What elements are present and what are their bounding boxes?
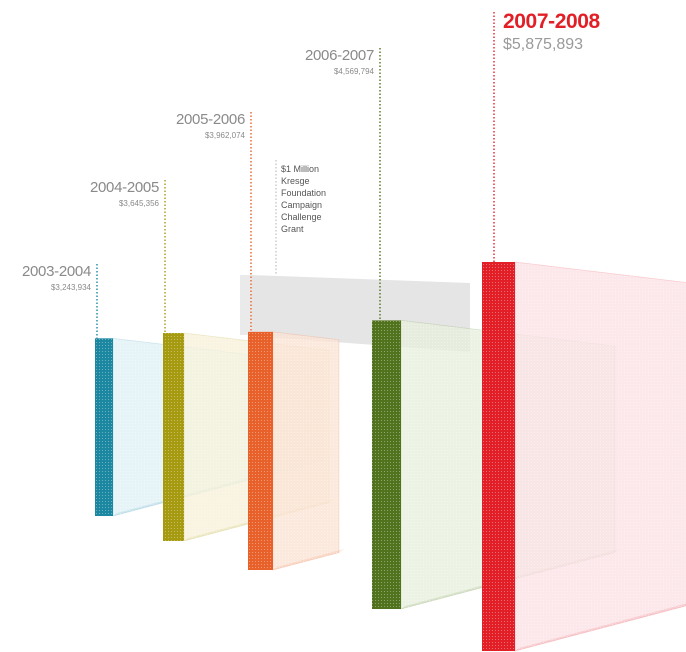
year-label: 2003-2004 bbox=[22, 263, 91, 280]
grant-note-line: Grant bbox=[281, 224, 304, 234]
amount-label: $5,875,893 bbox=[503, 36, 583, 53]
bar-texture-2003-2004 bbox=[95, 338, 113, 516]
bar-side-texture-2007-2008 bbox=[515, 262, 686, 651]
year-label: 2007-2008 bbox=[503, 10, 601, 33]
bar-texture-2007-2008 bbox=[482, 262, 515, 651]
year-label: 2005-2006 bbox=[176, 111, 245, 128]
amount-label: $3,243,934 bbox=[51, 283, 92, 292]
bar-texture-2005-2006 bbox=[248, 331, 273, 570]
amount-label: $3,645,356 bbox=[119, 199, 160, 208]
grant-slab-edge bbox=[240, 275, 252, 335]
bar-texture-2004-2005 bbox=[163, 333, 184, 541]
grant-note-line: Foundation bbox=[281, 188, 326, 198]
year-label: 2006-2007 bbox=[305, 47, 374, 64]
amount-label: $4,569,794 bbox=[334, 67, 375, 76]
grant-note-line: Campaign bbox=[281, 200, 322, 210]
amount-label: $3,962,074 bbox=[205, 131, 246, 140]
bar-texture-2006-2007 bbox=[372, 320, 401, 609]
grant-note-line: Challenge bbox=[281, 212, 322, 222]
bar-side-texture-2005-2006 bbox=[273, 331, 339, 570]
year-label: 2004-2005 bbox=[90, 179, 159, 196]
grant-note-line: $1 Million bbox=[281, 164, 319, 174]
grant-note-line: Kresge bbox=[281, 176, 310, 186]
